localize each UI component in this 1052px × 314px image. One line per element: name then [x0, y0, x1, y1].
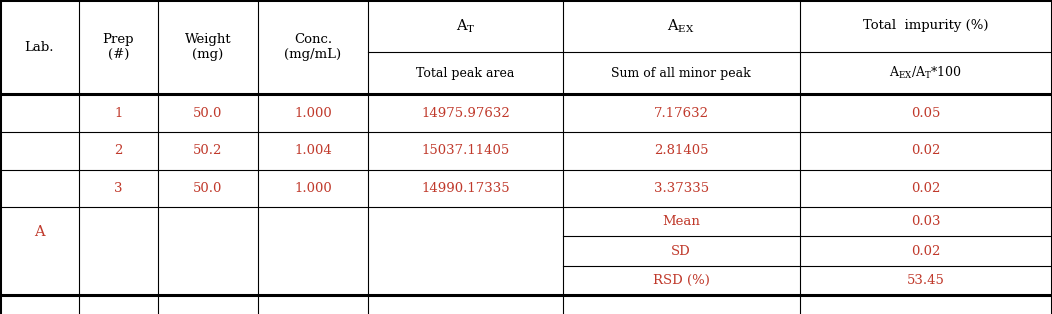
Text: 53.45: 53.45	[907, 274, 945, 287]
Text: 7.17632: 7.17632	[653, 106, 709, 120]
Text: 14990.17335: 14990.17335	[421, 182, 510, 195]
Text: Sum of all minor peak: Sum of all minor peak	[611, 67, 751, 79]
Text: Mean: Mean	[662, 215, 701, 228]
Text: 0.02: 0.02	[911, 182, 940, 195]
Text: Conc.
(mg/mL): Conc. (mg/mL)	[284, 33, 342, 61]
Text: SD: SD	[671, 245, 691, 257]
Text: 50.0: 50.0	[194, 182, 222, 195]
Text: 3.37335: 3.37335	[653, 182, 709, 195]
Text: Prep
(#): Prep (#)	[103, 33, 134, 61]
Text: 15037.11405: 15037.11405	[422, 144, 509, 157]
Text: 50.0: 50.0	[194, 106, 222, 120]
Text: 1.000: 1.000	[295, 182, 331, 195]
Text: Total  impurity (%): Total impurity (%)	[863, 19, 989, 32]
Text: A: A	[34, 225, 45, 239]
Text: 0.02: 0.02	[911, 144, 940, 157]
Text: $\mathregular{A_T}$: $\mathregular{A_T}$	[456, 17, 476, 35]
Text: RSD (%): RSD (%)	[652, 274, 710, 287]
Text: $\mathregular{A_{EX}/A_T}$*100: $\mathregular{A_{EX}/A_T}$*100	[889, 65, 963, 81]
Text: 1: 1	[115, 106, 122, 120]
Text: 50.2: 50.2	[194, 144, 222, 157]
Text: 2.81405: 2.81405	[654, 144, 708, 157]
Text: 0.05: 0.05	[911, 106, 940, 120]
Text: 14975.97632: 14975.97632	[421, 106, 510, 120]
Text: 2: 2	[115, 144, 122, 157]
Text: Lab.: Lab.	[24, 41, 55, 54]
Text: 0.02: 0.02	[911, 245, 940, 257]
Text: 0.03: 0.03	[911, 215, 940, 228]
Text: Weight
(mg): Weight (mg)	[184, 33, 231, 61]
Text: $\mathregular{A_{EX}}$: $\mathregular{A_{EX}}$	[667, 17, 695, 35]
Text: 1.004: 1.004	[295, 144, 331, 157]
Text: 1.000: 1.000	[295, 106, 331, 120]
Text: 3: 3	[114, 182, 123, 195]
Text: Total peak area: Total peak area	[417, 67, 514, 79]
